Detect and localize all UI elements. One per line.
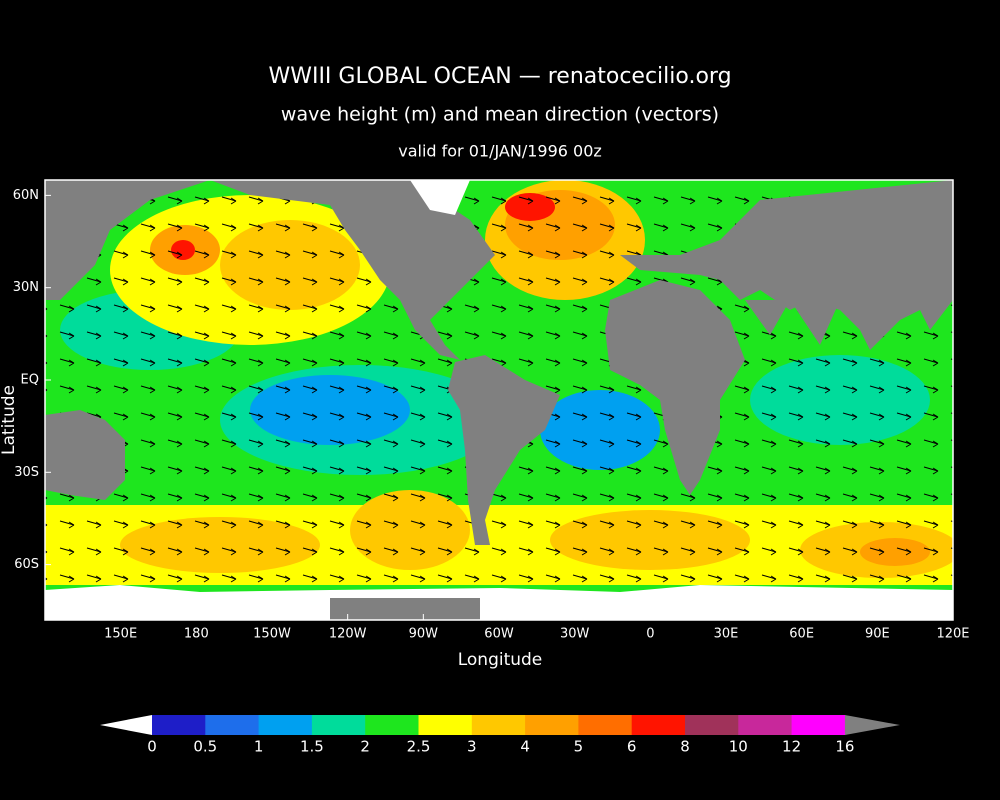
x-tick-label: 30E	[714, 627, 739, 642]
x-tick-label: 0	[646, 627, 654, 642]
colorbar-label: 16	[835, 738, 854, 756]
colorbar-under	[100, 715, 152, 735]
colorbar-label: 0	[147, 738, 157, 756]
valid-time: valid for 01/JAN/1996 00z	[398, 142, 602, 161]
x-tick-label: 120E	[936, 627, 969, 642]
colorbar-box	[685, 715, 739, 735]
colorbar-box	[525, 715, 579, 735]
x-tick-label: 90W	[409, 627, 439, 642]
y-axis-label: Latitude	[0, 385, 19, 455]
colorbar-box	[791, 715, 846, 735]
land-africa	[605, 280, 745, 495]
land-australia	[45, 410, 125, 500]
colorbar-label: 1.5	[300, 738, 324, 756]
y-tick-label: EQ	[21, 373, 39, 388]
colorbar-box	[631, 715, 686, 735]
colorbar-label: 6	[627, 738, 637, 756]
colorbar-label: 2	[360, 738, 370, 756]
colorbar-label: 4	[520, 738, 530, 756]
colorbar-box	[258, 715, 313, 735]
y-tick-label: 30N	[13, 280, 39, 295]
y-tick-label: 30S	[14, 465, 39, 480]
colorbar-over	[844, 715, 900, 735]
colorbar-label: 5	[574, 738, 584, 756]
y-tick-label: 60S	[14, 557, 39, 572]
subtitle: wave height (m) and mean direction (vect…	[281, 104, 719, 126]
colorbar-box	[365, 715, 419, 735]
colorbar-box	[738, 715, 793, 735]
land-antarctica-shelf	[330, 598, 480, 620]
colorbar-label: 0.5	[193, 738, 217, 756]
map-field	[45, 180, 953, 620]
colorbar-label: 3	[467, 738, 477, 756]
colorbar-box	[152, 715, 206, 735]
land-greenland	[410, 180, 470, 215]
colorbar-box	[471, 715, 526, 735]
x-tick-label: 30W	[560, 627, 590, 642]
colorbar-label: 10	[729, 738, 748, 756]
x-axis-label: Longitude	[458, 650, 543, 670]
x-tick-label: 150W	[253, 627, 291, 642]
land-india	[790, 300, 840, 345]
colorbar-box	[418, 715, 473, 735]
x-tick-label: 60W	[484, 627, 514, 642]
land-north-america	[210, 180, 495, 360]
x-tick-label: 60E	[789, 627, 814, 642]
colorbar-label: 1	[254, 738, 264, 756]
x-tick-label: 150E	[104, 627, 137, 642]
land-asia	[45, 180, 210, 300]
x-tick-label: 90E	[865, 627, 890, 642]
x-tick-label: 120W	[329, 627, 367, 642]
title: WWIII GLOBAL OCEAN — renatocecilio.org	[268, 64, 731, 89]
land-antarctica	[45, 585, 953, 620]
land-eurasia	[620, 180, 953, 350]
colorbar-box	[578, 715, 633, 735]
colorbar-label: 2.5	[407, 738, 431, 756]
y-tick-label: 60N	[13, 188, 39, 203]
land-arabia	[745, 300, 790, 335]
colorbar-label: 12	[782, 738, 801, 756]
colorbar-box	[311, 715, 366, 735]
colorbar-box	[205, 715, 260, 735]
land-south-america	[448, 355, 560, 545]
colorbar-label: 8	[680, 738, 690, 756]
x-tick-label: 180	[184, 627, 209, 642]
